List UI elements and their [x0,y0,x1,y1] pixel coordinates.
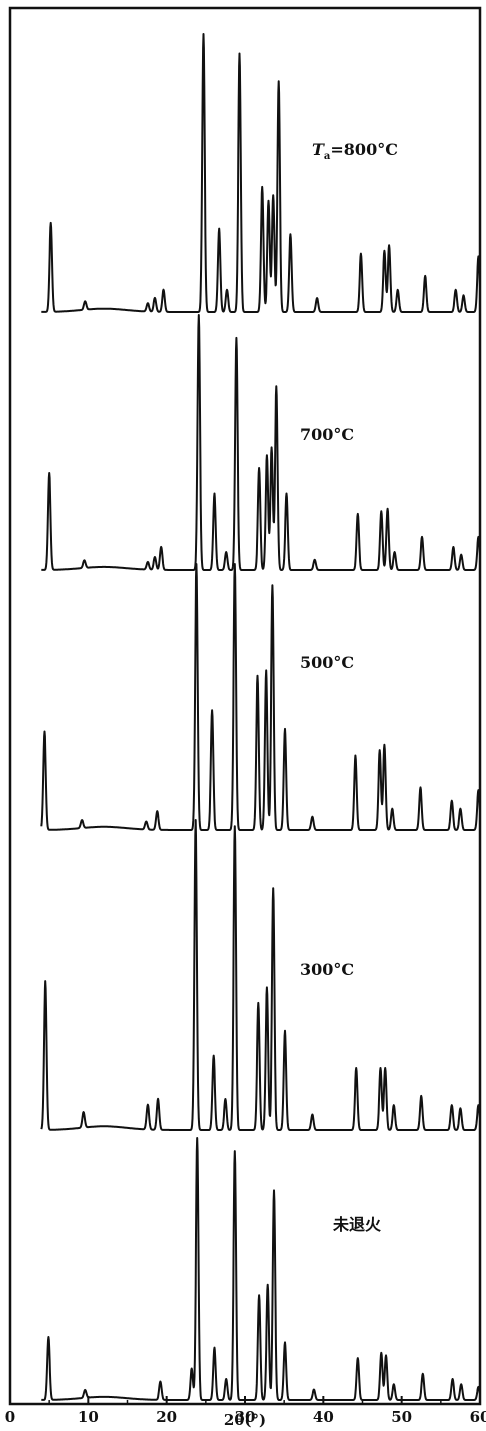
series-line-3 [40,819,481,1131]
series-line-2 [40,563,481,831]
plot-frame [8,6,482,1406]
x-tick-label-60: 60 [470,1408,486,1426]
series-label-1: 700°C [300,425,354,444]
series-labels-group: Ta=800°C 700°C 500°C 300°C 未退火 [300,140,398,1234]
x-tick-label-10: 10 [78,1408,99,1426]
series-label-2: 500°C [300,653,354,672]
x-tick-label-0: 0 [5,1408,15,1426]
x-axis-ticks: 0 10 20 30 40 50 60 [5,1396,486,1426]
series-line-0 [40,33,481,313]
series-label-3: 300°C [300,960,354,979]
series-line-4 [40,1137,481,1401]
x-axis-title: 2θ(°) [224,1411,266,1429]
x-tick-label-30: 30 [235,1408,256,1426]
traces-group [40,33,481,1401]
x-tick-label-20: 20 [156,1408,177,1426]
series-line-1 [40,314,481,571]
series-label-4: 未退火 [332,1215,382,1234]
series-label-0: Ta=800°C [312,140,398,162]
x-tick-label-50: 50 [391,1408,412,1426]
x-tick-label-40: 40 [313,1408,334,1426]
